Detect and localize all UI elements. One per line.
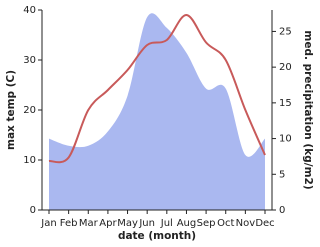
x-tick-label: Mar [79, 218, 99, 229]
x-tick-label: Feb [60, 218, 78, 229]
y-tick-label: 0 [30, 205, 36, 216]
x-tick-label: Dec [255, 218, 274, 229]
precipitation-area [49, 13, 265, 210]
y2-tick-label: 0 [279, 205, 285, 216]
x-tick-label: Jul [160, 218, 173, 229]
x-tick-label: May [117, 218, 138, 229]
x-tick-label: Aug [177, 218, 197, 229]
x-tick-label: Jun [138, 218, 155, 229]
y-tick-label: 10 [23, 155, 36, 166]
y2-tick-label: 5 [279, 169, 285, 180]
y-tick-label: 20 [23, 105, 36, 116]
x-tick-label: Nov [236, 218, 256, 229]
y2-tick-label: 15 [279, 98, 292, 109]
x-axis-label: date (month) [118, 230, 196, 242]
y-axis-label: max temp (C) [5, 70, 17, 150]
y2-tick-label: 25 [279, 26, 292, 37]
y2-axis-label: med. precipitation (kg/m2) [302, 30, 314, 189]
temperature-line [48, 14, 266, 164]
y2-tick-label: 10 [279, 134, 292, 145]
x-tick-label: Jan [40, 218, 56, 229]
y-tick-label: 30 [23, 55, 36, 66]
y-tick-label: 40 [23, 5, 36, 16]
x-tick-label: Apr [99, 218, 117, 229]
x-tick-label: Sep [197, 218, 216, 229]
x-tick-label: Oct [217, 218, 234, 229]
y2-tick-label: 20 [279, 62, 292, 73]
